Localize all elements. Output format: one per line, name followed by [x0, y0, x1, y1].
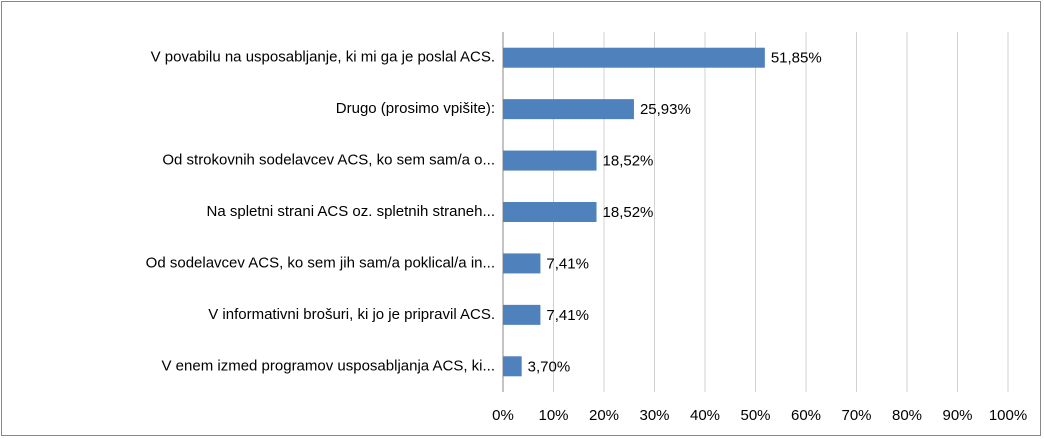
x-tick-label: 30%: [639, 407, 669, 424]
value-label: 7,41%: [546, 255, 589, 272]
x-tick-label: 40%: [690, 407, 720, 424]
value-label: 7,41%: [546, 307, 589, 324]
x-tick-label: 10%: [538, 407, 568, 424]
y-tick-label: V enem izmed programov usposabljanja ACS…: [162, 357, 496, 374]
value-label: 25,93%: [640, 101, 691, 118]
y-tick-label: Od strokovnih sodelavcev ACS, ko sem sam…: [162, 152, 495, 169]
bar: [503, 202, 597, 222]
y-tick-label: Od sodelavcev ACS, ko sem jih sam/a pokl…: [146, 254, 495, 271]
y-tick-label: V informativni brošuri, ki jo je priprav…: [208, 306, 495, 323]
x-tick-label: 50%: [740, 407, 770, 424]
y-tick-label: Drugo (prosimo vpišite):: [336, 100, 495, 117]
value-label: 18,52%: [603, 153, 654, 170]
x-tick-label: 20%: [589, 407, 619, 424]
bar: [503, 304, 541, 325]
y-tick-label: Na spletni strani ACS oz. spletnih stran…: [207, 203, 495, 220]
bar: [503, 150, 597, 171]
bar: [503, 99, 634, 120]
bar: [503, 253, 541, 274]
x-tick-label: 90%: [942, 407, 972, 424]
bar: [503, 356, 522, 377]
y-tick-label: V povabilu na usposabljanje, ki mi ga je…: [151, 49, 495, 66]
bar: [503, 47, 765, 68]
value-label: 3,70%: [528, 358, 571, 375]
x-tick-label: 60%: [791, 407, 821, 424]
x-tick-label: 100%: [989, 407, 1027, 424]
x-tick-label: 80%: [892, 407, 922, 424]
value-label: 18,52%: [603, 204, 654, 221]
x-tick-label: 0%: [492, 407, 514, 424]
value-label: 51,85%: [771, 50, 822, 67]
x-tick-label: 70%: [841, 407, 871, 424]
